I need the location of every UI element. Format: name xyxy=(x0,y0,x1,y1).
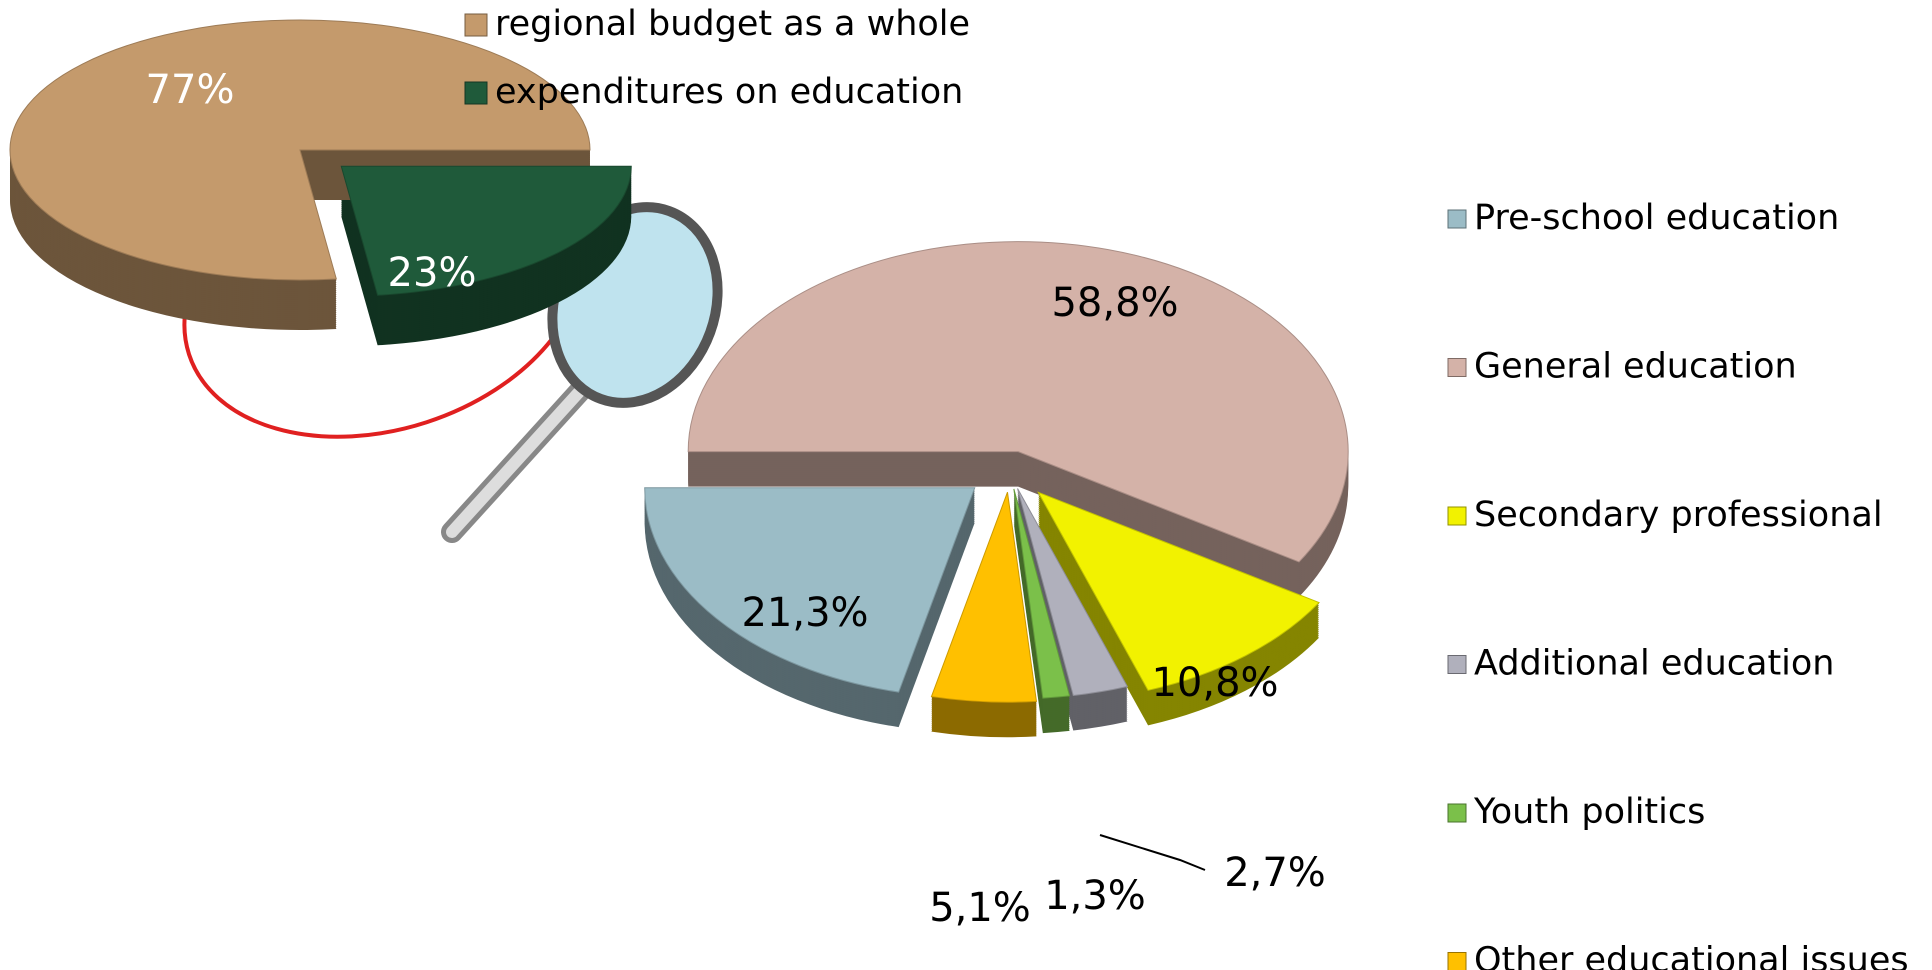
legend-label: Pre-school education xyxy=(1474,198,1839,238)
data-label: 23% xyxy=(388,250,477,296)
legend-label: Additional education xyxy=(1474,644,1835,684)
data-label: 21,3% xyxy=(741,590,868,636)
data-label: 77% xyxy=(146,67,235,113)
data-label: 5,1% xyxy=(929,885,1031,931)
legend-label: Secondary professional xyxy=(1474,495,1883,535)
leader-line xyxy=(1100,835,1205,870)
legend-swatch xyxy=(1448,804,1466,822)
page: {"chart_data": [ {"type": "pie", "catego… xyxy=(0,0,1932,970)
legend-swatch xyxy=(1448,359,1466,377)
legend-swatch xyxy=(1448,210,1466,228)
legend-swatch xyxy=(1448,953,1466,970)
legend-label: General education xyxy=(1474,347,1797,387)
legend-swatch xyxy=(1448,656,1466,674)
legend-label: regional budget as a whole xyxy=(495,4,970,44)
chart: 77% 23% regional budget as a whole expendit… xyxy=(0,0,1932,970)
data-label: 10,8% xyxy=(1151,660,1278,706)
data-label: 2,7% xyxy=(1224,850,1326,896)
legend-swatch xyxy=(465,14,487,36)
data-label: 1,3% xyxy=(1044,873,1146,919)
legend-label: Other educational issues xyxy=(1474,941,1909,970)
legend-swatch xyxy=(1448,507,1466,525)
legend-swatch xyxy=(465,82,487,104)
legend-label: Youth politics xyxy=(1473,792,1705,832)
legend-label: expenditures on education xyxy=(495,72,963,112)
data-label: 58,8% xyxy=(1051,280,1178,326)
plot: 77% 23% regional budget as a whole expendit… xyxy=(10,4,1909,970)
